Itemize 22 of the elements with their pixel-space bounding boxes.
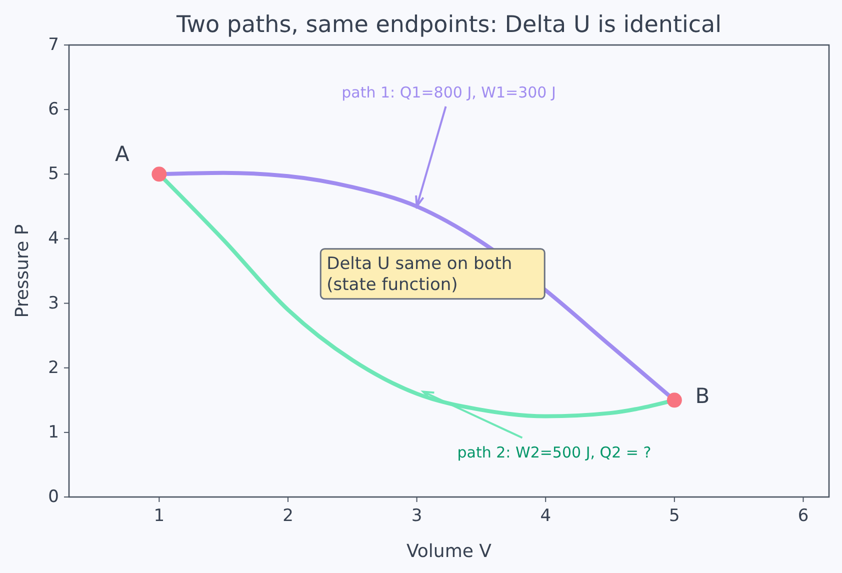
annotation: B bbox=[695, 384, 710, 408]
y-tick-label: 5 bbox=[48, 164, 59, 184]
y-tick-label: 7 bbox=[48, 35, 59, 55]
y-tick-label: 6 bbox=[48, 100, 59, 120]
y-tick-label: 1 bbox=[48, 422, 59, 442]
y-tick-label: 3 bbox=[48, 293, 59, 314]
annotation: Delta U same on both (state function) bbox=[326, 254, 512, 295]
y-tick-label: 0 bbox=[48, 487, 59, 507]
chart-title: Two paths, same endpoints: Delta U is identical bbox=[175, 12, 722, 38]
y-axis-title: Pressure P bbox=[12, 224, 33, 318]
annotation: path 1: Q1=800 J, W1=300 J bbox=[342, 83, 556, 102]
x-tick-label: 1 bbox=[154, 506, 165, 526]
y-tick-label: 4 bbox=[48, 228, 59, 249]
x-tick-label: 6 bbox=[798, 506, 809, 526]
x-tick-label: 5 bbox=[669, 506, 680, 526]
x-tick-label: 2 bbox=[282, 506, 294, 526]
x-tick-label: 3 bbox=[411, 506, 422, 526]
annotation: A bbox=[114, 142, 130, 166]
x-tick-label: 4 bbox=[540, 506, 552, 526]
x-axis-title: Volume V bbox=[406, 541, 492, 562]
y-tick-label: 2 bbox=[48, 358, 59, 378]
annotation: path 2: W2=500 J, Q2 = ? bbox=[457, 444, 652, 462]
